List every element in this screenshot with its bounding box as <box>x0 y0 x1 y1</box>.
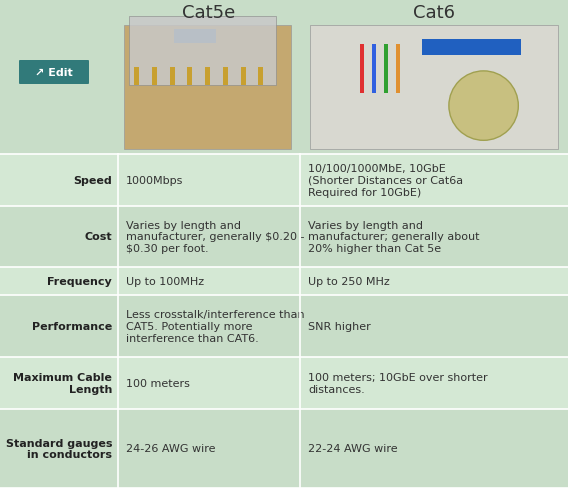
Text: 1000Mbps: 1000Mbps <box>126 176 183 185</box>
Bar <box>187 67 192 85</box>
Text: Speed: Speed <box>73 176 112 185</box>
Text: 22-24 AWG wire: 22-24 AWG wire <box>308 444 398 453</box>
Text: 24-26 AWG wire: 24-26 AWG wire <box>126 444 215 453</box>
Bar <box>169 67 174 85</box>
Bar <box>395 44 400 94</box>
Bar <box>0 206 568 267</box>
Bar <box>0 267 568 295</box>
FancyBboxPatch shape <box>19 61 89 85</box>
Bar <box>223 67 228 85</box>
Text: Less crosstalk/interference than
CAT5. Potentially more
interference than CAT6.: Less crosstalk/interference than CAT5. P… <box>126 310 304 343</box>
Text: Performance: Performance <box>32 321 112 331</box>
Bar <box>240 67 245 85</box>
Bar <box>129 18 276 85</box>
Bar <box>174 30 216 44</box>
Bar <box>134 67 139 85</box>
Text: Standard gauges
in conductors: Standard gauges in conductors <box>6 438 112 459</box>
Bar <box>0 295 568 357</box>
Bar <box>205 67 210 85</box>
Text: Varies by length and
manufacturer, generally $0.20 -
$0.30 per foot.: Varies by length and manufacturer, gener… <box>126 221 304 254</box>
Text: ↗ Edit: ↗ Edit <box>35 68 73 78</box>
Text: Cost: Cost <box>85 232 112 242</box>
Bar <box>421 40 521 56</box>
Bar <box>360 44 364 94</box>
Text: 100 meters; 10GbE over shorter
distances.: 100 meters; 10GbE over shorter distances… <box>308 372 487 394</box>
Text: Frequency: Frequency <box>47 276 112 286</box>
Text: Cat6: Cat6 <box>413 4 455 22</box>
Text: Up to 250 MHz: Up to 250 MHz <box>308 276 390 286</box>
Text: Up to 100MHz: Up to 100MHz <box>126 276 204 286</box>
Text: Varies by length and
manufacturer; generally about
20% higher than Cat 5e: Varies by length and manufacturer; gener… <box>308 221 479 254</box>
Circle shape <box>449 72 519 141</box>
Bar <box>0 409 568 488</box>
Bar <box>383 44 387 94</box>
Bar <box>310 26 558 150</box>
Bar <box>258 67 263 85</box>
Text: Maximum Cable
Length: Maximum Cable Length <box>13 372 112 394</box>
Bar <box>0 155 568 206</box>
Bar <box>152 67 157 85</box>
Text: Cat5e: Cat5e <box>182 4 236 22</box>
Text: SNR higher: SNR higher <box>308 321 371 331</box>
Bar <box>0 357 568 409</box>
Text: 100 meters: 100 meters <box>126 378 190 388</box>
Bar <box>124 26 291 150</box>
Text: 10/100/1000MbE, 10GbE
(Shorter Distances or Cat6a
Required for 10GbE): 10/100/1000MbE, 10GbE (Shorter Distances… <box>308 164 463 197</box>
Bar <box>371 44 375 94</box>
